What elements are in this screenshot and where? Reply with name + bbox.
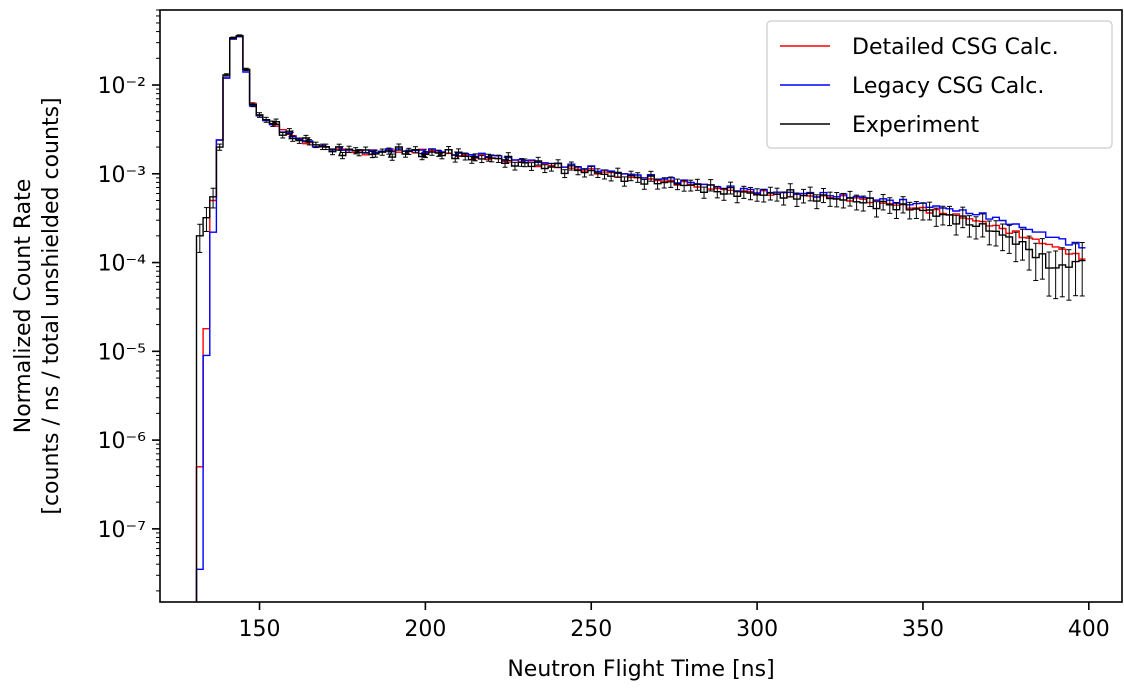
- series-line-0: [195, 36, 1086, 602]
- x-tick-label: 350: [902, 617, 944, 642]
- y-axis-title-line-2: [counts / ns / total unshielded counts]: [39, 97, 64, 514]
- y-tick-label: 10⁻⁶: [98, 429, 147, 454]
- legend-frame: [766, 20, 1113, 149]
- x-tick-label: 200: [404, 617, 446, 642]
- legend: Detailed CSG Calc. Legacy CSG Calc. Expe…: [766, 20, 1113, 149]
- x-tick-label: 300: [736, 617, 778, 642]
- y-axis-title-line-1: Normalized Count Rate: [11, 179, 36, 434]
- legend-label-experiment: Experiment: [852, 113, 979, 138]
- y-tick-label: 10⁻²: [98, 74, 146, 99]
- y-tick-label: 10⁻⁷: [98, 518, 146, 543]
- y-tick-label: 10⁻⁴: [98, 252, 147, 277]
- y-tick-label: 10⁻³: [98, 163, 146, 188]
- legend-label-detailed: Detailed CSG Calc.: [852, 35, 1059, 60]
- x-axis-title: Neutron Flight Time [ns]: [507, 657, 774, 682]
- series-layer: [195, 34, 1086, 602]
- y-axis-title: Normalized Count Rate [counts / ns / tot…: [11, 97, 64, 514]
- x-tick-label: 150: [239, 617, 281, 642]
- plot-frame: [159, 9, 1123, 603]
- ticks-layer: 150 200 250 300 350 400 10⁻⁷ 10⁻⁶ 10⁻⁵ 10⁻⁴ 10⁻³ 10…: [98, 9, 1110, 642]
- x-tick-label: 400: [1068, 617, 1110, 642]
- y-tick-label: 10⁻⁵: [98, 340, 146, 365]
- x-tick-label: 250: [570, 617, 612, 642]
- legend-label-legacy: Legacy CSG Calc.: [852, 74, 1044, 99]
- series-line-2: [195, 34, 1086, 602]
